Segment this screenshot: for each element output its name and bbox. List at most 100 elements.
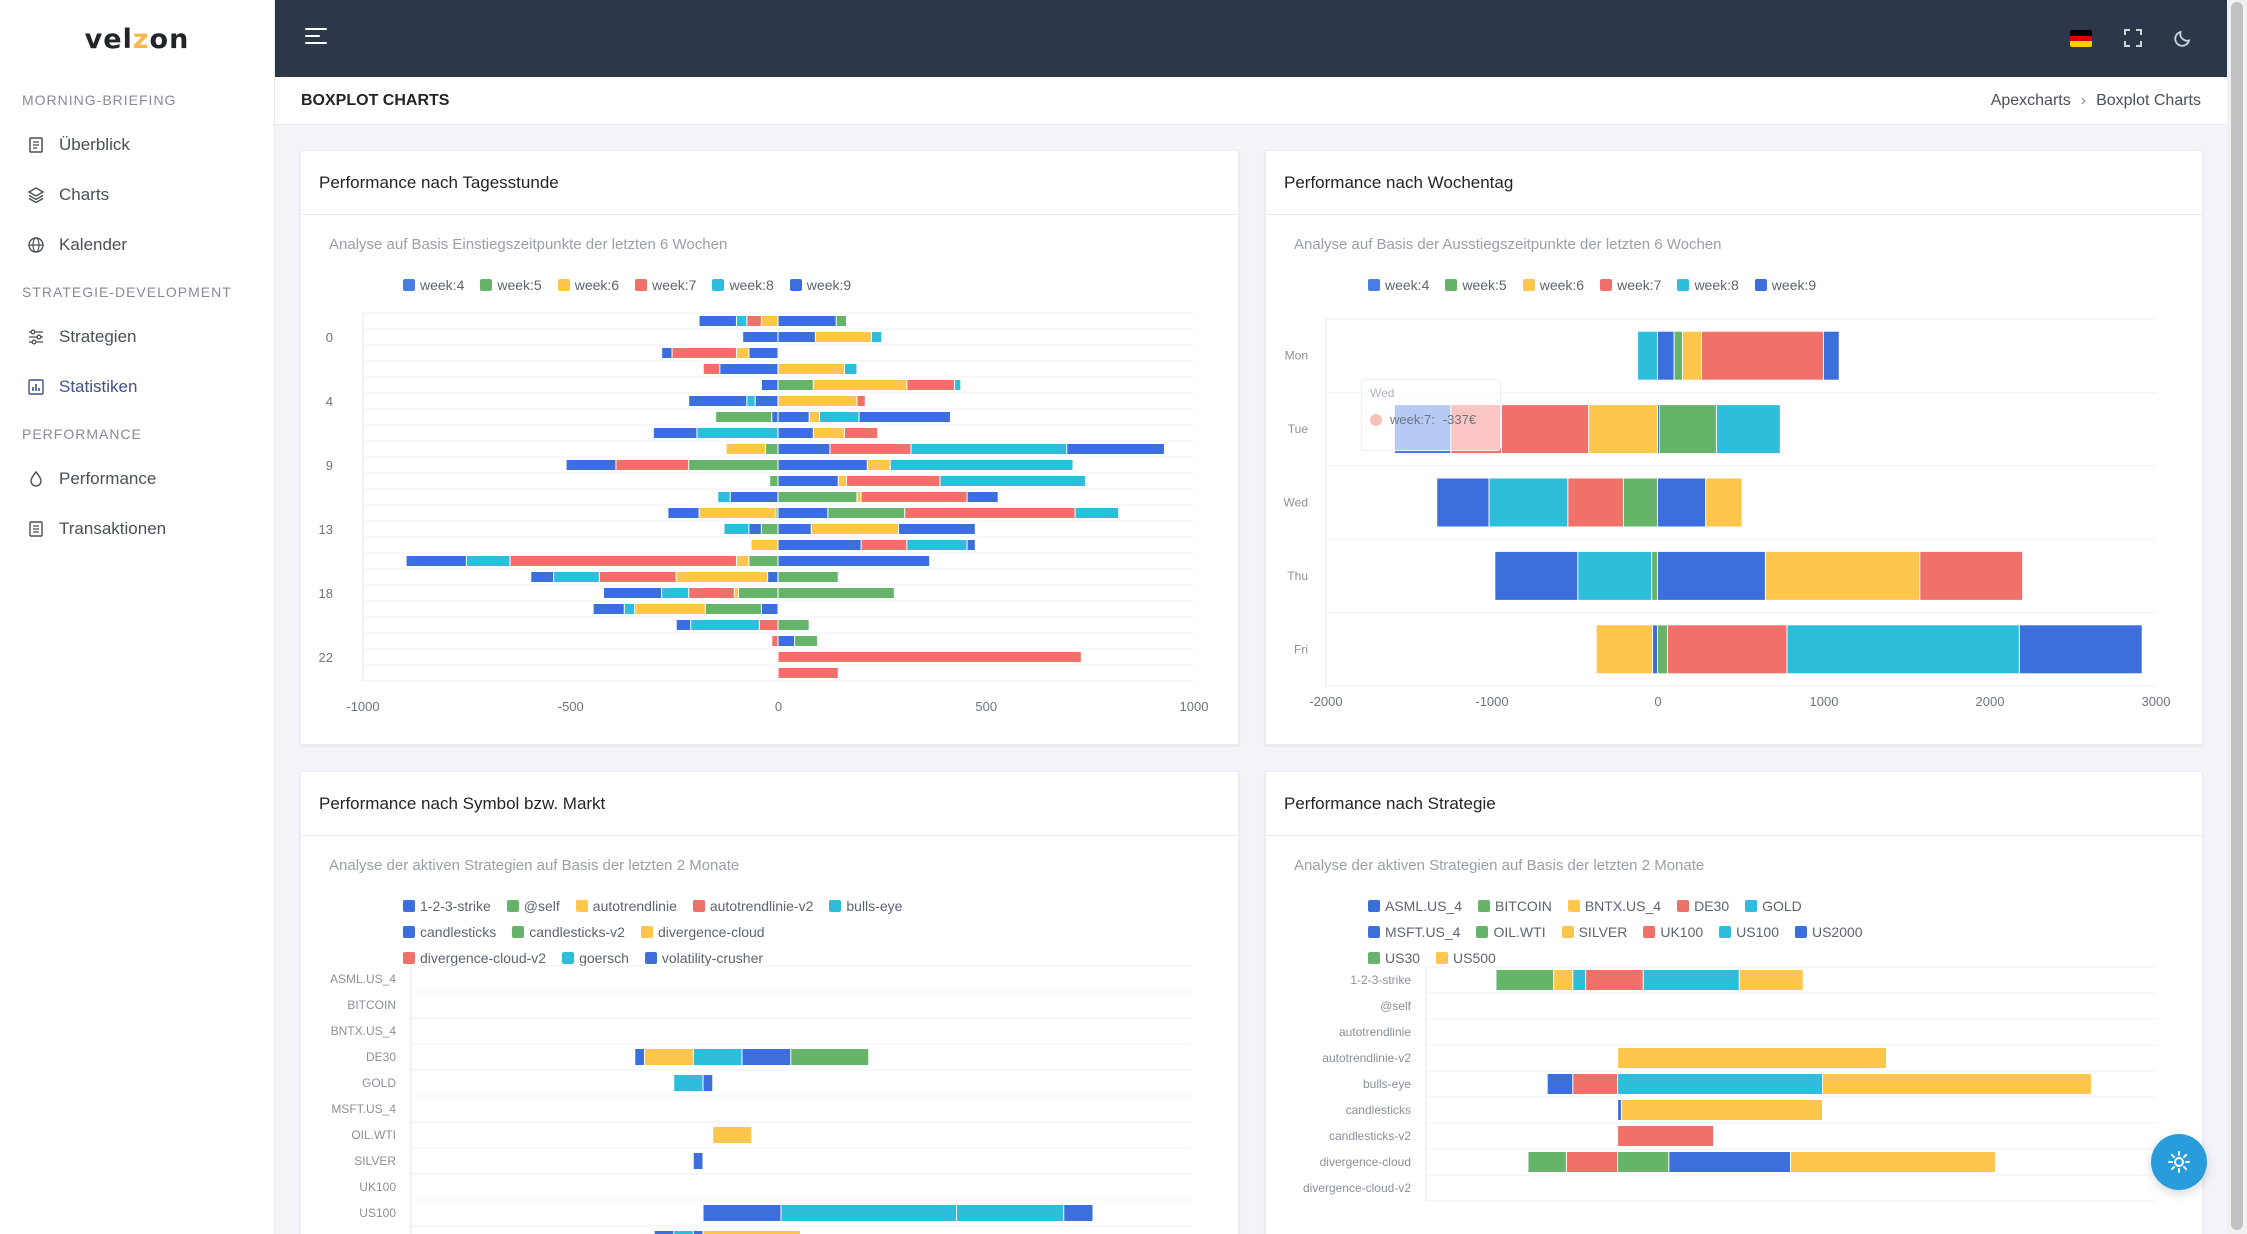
dark-mode-moon-icon[interactable] <box>2172 27 2194 49</box>
bar-segment <box>662 588 689 598</box>
bar-segment <box>1658 331 1674 380</box>
bar-segment <box>635 604 705 614</box>
legend-item[interactable]: MSFT.US_4 <box>1368 924 1460 940</box>
legend-item[interactable]: OIL.WTI <box>1476 924 1546 940</box>
bar-segment <box>778 652 1081 662</box>
legend-item[interactable]: US2000 <box>1794 924 1863 940</box>
legend-item[interactable]: autotrendlinie <box>575 898 677 914</box>
y-tick-label: DE30 <box>366 1050 396 1064</box>
bar-segment <box>778 428 813 438</box>
bar-segment <box>747 316 761 326</box>
bar-segment <box>554 572 599 582</box>
y-tick-label: US100 <box>359 1206 396 1220</box>
sidebar-item-strategien[interactable]: Strategien <box>0 312 274 362</box>
bar-segment <box>813 428 844 438</box>
bar-segment <box>940 476 1085 486</box>
hour-boxplot-chart[interactable]: 0 4 9 13 18 22 -1000 -500 0 500 1000 <box>301 151 1240 746</box>
velzon-logo[interactable]: vel z on <box>84 23 190 55</box>
sidebar-item-charts[interactable]: Charts <box>0 170 274 220</box>
legend-item[interactable]: week:4 <box>403 277 464 293</box>
bar-segment <box>813 380 907 390</box>
bar-segment <box>689 396 747 406</box>
legend-item[interactable]: week:6 <box>557 277 619 293</box>
hamburger-menu-icon[interactable] <box>305 28 329 48</box>
legend-item[interactable]: @self <box>506 898 560 914</box>
legend-item[interactable]: US500 <box>1436 950 1496 966</box>
bar-segment <box>705 604 761 614</box>
bar-segment <box>1554 970 1573 990</box>
legend-item[interactable]: week:9 <box>789 277 851 293</box>
legend-item[interactable]: GOLD <box>1745 898 1802 914</box>
bar-segment <box>781 1205 956 1221</box>
legend-item[interactable]: autotrendlinie-v2 <box>692 898 813 914</box>
bar-segment <box>624 604 635 614</box>
bar-segment <box>778 620 809 630</box>
sidebar-item-statistiken[interactable]: Statistiken <box>0 362 274 412</box>
legend-item[interactable]: US100 <box>1719 924 1779 940</box>
legend-item[interactable]: week:4 <box>1368 277 1429 293</box>
bar-segment <box>693 1153 703 1169</box>
sidebar-item-performance[interactable]: Performance <box>0 454 274 504</box>
legend-item[interactable]: US30 <box>1368 950 1420 966</box>
legend-item[interactable]: BNTX.US_4 <box>1567 898 1661 914</box>
bar-segment <box>861 540 907 550</box>
bar-segment <box>739 588 778 598</box>
bar-segment <box>778 364 844 374</box>
legend-item[interactable]: bulls-eye <box>829 898 902 914</box>
card-subtitle: Analyse der aktiven Strategien auf Basis… <box>329 857 740 874</box>
y-tick-label: SILVER <box>354 1154 396 1168</box>
bar-segment <box>703 364 720 374</box>
legend-item[interactable]: divergence-cloud-v2 <box>403 950 546 966</box>
bar-segment <box>778 396 857 406</box>
legend-item[interactable]: 1-2-3-strike <box>403 898 491 914</box>
legend-item[interactable]: volatility-crusher <box>644 950 763 966</box>
bar-segment <box>1658 478 1706 527</box>
legend-item[interactable]: DE30 <box>1677 898 1729 914</box>
legend-item[interactable]: week:6 <box>1522 277 1584 293</box>
y-tick-label: bulls-eye <box>1363 1077 1411 1091</box>
legend-item[interactable]: UK100 <box>1643 924 1703 940</box>
bar-segment <box>957 1205 1064 1221</box>
legend-item[interactable]: week:5 <box>480 277 542 293</box>
bar-segment <box>778 556 930 566</box>
bar-segment <box>703 1075 713 1091</box>
bar-segment <box>724 524 749 534</box>
legend-item[interactable]: divergence-cloud <box>640 924 765 940</box>
bar-segment <box>907 380 955 390</box>
breadcrumb-link-apexcharts[interactable]: Apexcharts <box>1990 91 2071 109</box>
germany-flag-icon[interactable] <box>2070 30 2092 47</box>
sidebar-item-ueberblick[interactable]: Überblick <box>0 120 274 170</box>
y-tick-label: 1-2-3-strike <box>1350 973 1411 987</box>
legend-item[interactable]: candlesticks-v2 <box>512 924 625 940</box>
legend-item[interactable]: week:7 <box>1600 277 1661 293</box>
x-tick-label: 500 <box>975 699 997 714</box>
legend-item[interactable]: week:8 <box>712 277 774 293</box>
symbol-boxplot-chart[interactable]: ASML.US_4 BITCOIN BNTX.US_4 DE30 GOLD MSFT.US… <box>301 772 1240 1234</box>
sidebar-item-transaktionen[interactable]: Transaktionen <box>0 504 274 554</box>
legend-item[interactable]: week:5 <box>1445 277 1507 293</box>
bar-segment <box>1547 1074 1573 1094</box>
x-tick-label: 0 <box>1654 694 1661 709</box>
y-tick-label: Thu <box>1287 569 1308 583</box>
legend-item[interactable]: week:7 <box>635 277 696 293</box>
weekday-boxplot-chart[interactable]: Mon Tue Wed Thu Fri -2000 -1000 0 1000 2000 3000 <box>1266 151 2204 746</box>
bar-segment <box>1920 551 2023 600</box>
bar-segment <box>747 396 755 406</box>
page-scrollbar[interactable] <box>2227 0 2247 1234</box>
legend-item[interactable]: week:8 <box>1677 277 1739 293</box>
fullscreen-icon[interactable] <box>2122 27 2144 49</box>
bar-segment <box>770 476 778 486</box>
legend-item[interactable]: BITCOIN <box>1478 898 1552 914</box>
legend-item[interactable]: candlesticks <box>403 924 496 940</box>
settings-gear-button[interactable] <box>2151 1134 2207 1190</box>
legend-item[interactable]: week:9 <box>1754 277 1816 293</box>
bar-segment <box>1064 1205 1093 1221</box>
legend-item[interactable]: ASML.US_4 <box>1368 898 1462 914</box>
sidebar-item-kalender[interactable]: Kalender <box>0 220 274 270</box>
bar-segment <box>599 572 676 582</box>
legend-item[interactable]: SILVER <box>1561 924 1627 940</box>
bar-segment <box>668 508 699 518</box>
legend-item[interactable]: goersch <box>562 950 629 966</box>
bar-segment <box>734 588 739 598</box>
strategy-boxplot-chart[interactable]: 1-2-3-strike @self autotrendlinie autotrend… <box>1266 772 2204 1234</box>
